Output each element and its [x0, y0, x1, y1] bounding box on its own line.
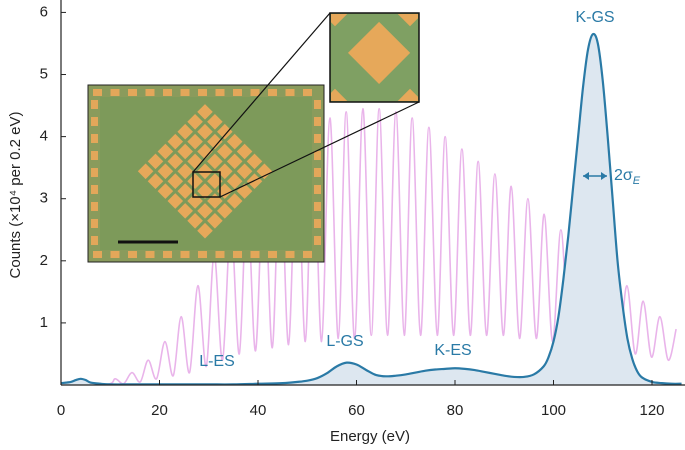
detector-pad [197, 104, 213, 120]
x-tick-label: 60 [348, 402, 365, 419]
zoom-line [219, 101, 420, 198]
x-tick-label: 100 [541, 402, 566, 419]
pad [285, 251, 295, 258]
pad [268, 251, 277, 258]
pad [314, 100, 321, 109]
axes [60, 0, 685, 386]
pad [91, 117, 98, 126]
pad [314, 185, 321, 194]
x-tick-label: 40 [250, 402, 267, 419]
pad [91, 219, 98, 228]
peak-label: L-GS [326, 333, 363, 350]
width-label: 2σE [614, 167, 641, 187]
x-tick-label: 0 [57, 402, 65, 419]
detector-pad [197, 222, 213, 239]
detector-pad [226, 153, 243, 170]
x-tick-label: 80 [447, 402, 464, 419]
detector-pad [167, 193, 184, 209]
detector-pad [226, 133, 243, 150]
pad [250, 89, 260, 96]
pad [145, 89, 155, 96]
plot-area [61, 32, 682, 385]
zoom-pad [388, 88, 418, 101]
arrow-head [583, 172, 589, 180]
peak-label: L-ES [199, 353, 235, 370]
line [61, 107, 677, 385]
pad [314, 117, 321, 126]
pad [314, 168, 321, 177]
pad [198, 89, 207, 96]
pad [110, 251, 120, 258]
zoom-inset [329, 12, 420, 103]
y-tick-label: 4 [40, 128, 48, 145]
pad [314, 134, 321, 143]
zoom-pad [331, 14, 357, 27]
pad [285, 89, 295, 96]
pad [91, 151, 98, 160]
zoom-pad [331, 88, 357, 101]
pad [180, 251, 190, 258]
pad [233, 89, 242, 96]
peak-label: K-ES [434, 342, 471, 359]
pad [215, 89, 225, 96]
pads [91, 89, 321, 258]
width-label-subscript: E [633, 175, 641, 187]
detector-pad [197, 123, 213, 140]
pad [250, 251, 260, 258]
peak-label: K-GS [575, 9, 614, 26]
pad [91, 100, 98, 109]
pad [91, 202, 98, 211]
x-tick-label: 20 [151, 402, 168, 419]
detector-pad [157, 163, 174, 180]
detector-pad [137, 163, 154, 180]
y-tick-label: 1 [40, 314, 48, 331]
detector-pad [197, 203, 213, 219]
pad [163, 251, 172, 258]
pad [314, 202, 321, 211]
zoom-line [192, 12, 331, 173]
pad [233, 251, 242, 258]
y-tick-label: 6 [40, 3, 48, 20]
pad [198, 251, 207, 258]
pad [93, 251, 102, 258]
y-tick-label: 3 [40, 190, 48, 207]
pad [91, 134, 98, 143]
area [61, 33, 682, 385]
detector-pad [236, 163, 253, 180]
pad [314, 219, 321, 228]
pad [93, 89, 102, 96]
detector-pad [167, 133, 184, 150]
width-label-text: 2σ [614, 167, 633, 184]
pad [91, 236, 98, 245]
inset-image [87, 12, 420, 263]
zoom-pad [388, 14, 418, 27]
zoom-box [192, 171, 221, 198]
x-axis-title: Energy (eV) [330, 428, 410, 445]
pad [303, 251, 312, 258]
pad [145, 251, 155, 258]
pad [128, 89, 137, 96]
pad [314, 151, 321, 160]
pad [163, 89, 172, 96]
pad [180, 89, 190, 96]
pad [268, 89, 277, 96]
pad [128, 251, 137, 258]
y-axis-title: Counts (×10⁴ per 0.2 eV) [7, 112, 24, 279]
pad [91, 168, 98, 177]
arrow-head [601, 172, 607, 180]
pad [314, 236, 321, 245]
detector-pad [167, 153, 184, 170]
y-tick-label: 5 [40, 65, 48, 82]
pad [215, 251, 225, 258]
line [61, 32, 682, 385]
y-tick-label: 2 [40, 252, 48, 269]
pad [91, 185, 98, 194]
pad [110, 89, 120, 96]
pad [303, 89, 312, 96]
x-tick-label: 120 [639, 402, 664, 419]
detector-pad [226, 193, 243, 209]
